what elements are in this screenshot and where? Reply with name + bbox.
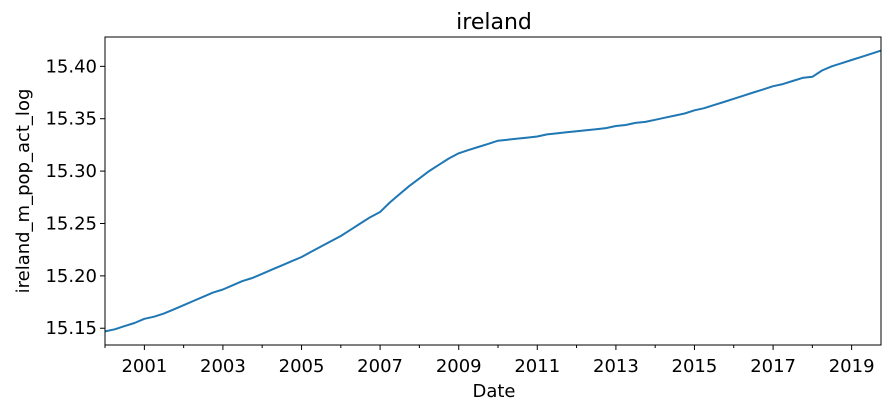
x-axis-ticks: 2001 2003 2005 2007 2009 2011 2013 2015 2017 2019 <box>104 345 875 377</box>
y-axis-ticks: 15.15 15.20 15.25 15.30 15.35 15.40 <box>45 56 105 339</box>
x-tick-label: 2007 <box>357 356 403 377</box>
series-line <box>104 49 882 333</box>
x-tick-label: 2015 <box>672 356 718 377</box>
y-tick-label: 15.20 <box>45 266 97 287</box>
x-tick-label: 2003 <box>200 356 246 377</box>
plot-area-frame <box>104 36 882 346</box>
chart-title: ireland <box>456 10 532 35</box>
y-tick-label: 15.35 <box>45 109 97 130</box>
y-tick-label: 15.40 <box>45 56 97 77</box>
y-tick-label: 15.25 <box>45 213 97 234</box>
x-axis-label: Date <box>472 381 515 402</box>
y-axis-label: ireland_m_pop_act_log <box>13 89 34 294</box>
x-tick-label: 2011 <box>514 356 560 377</box>
x-tick-label: 2001 <box>121 356 167 377</box>
x-tick-label: 2009 <box>436 356 482 377</box>
x-tick-label: 2005 <box>279 356 325 377</box>
series-layer <box>104 49 882 333</box>
x-tick-label: 2013 <box>593 356 639 377</box>
y-tick-label: 15.15 <box>45 318 97 339</box>
y-tick-label: 15.30 <box>45 161 97 182</box>
x-tick-label: 2017 <box>750 356 796 377</box>
x-tick-label: 2019 <box>829 356 875 377</box>
